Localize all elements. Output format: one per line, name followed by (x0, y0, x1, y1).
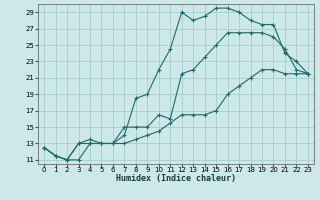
X-axis label: Humidex (Indice chaleur): Humidex (Indice chaleur) (116, 174, 236, 183)
